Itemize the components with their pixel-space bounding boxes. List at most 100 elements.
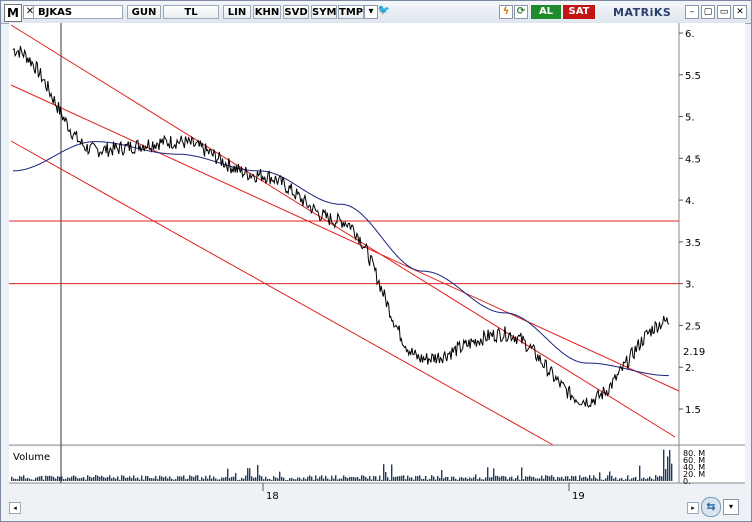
volume-bar bbox=[577, 479, 579, 481]
volume-bar bbox=[265, 476, 267, 481]
volume-bar bbox=[515, 477, 517, 481]
price-tick-label: 5. bbox=[685, 113, 695, 124]
maximize-icon[interactable]: ▢ bbox=[701, 5, 715, 19]
horizontal-scrollbar[interactable]: ◂ ▸ bbox=[9, 501, 699, 514]
minimize-icon[interactable]: – bbox=[685, 5, 699, 19]
settings-dropdown-icon[interactable]: ▾ bbox=[723, 499, 739, 515]
svd-button[interactable]: SVD bbox=[283, 5, 309, 19]
volume-bar bbox=[357, 477, 359, 481]
restore-icon[interactable]: ▭ bbox=[717, 5, 731, 19]
volume-bar bbox=[487, 467, 489, 481]
volume-bar bbox=[19, 475, 21, 481]
volume-bar bbox=[295, 479, 297, 481]
sym-button[interactable]: SYM bbox=[311, 5, 337, 19]
twitter-icon[interactable]: 🐦 bbox=[377, 5, 391, 16]
close-icon[interactable]: ✕ bbox=[733, 5, 747, 19]
volume-bar bbox=[155, 475, 157, 481]
volume-bar bbox=[209, 475, 211, 481]
refresh-icon[interactable]: ⟳ bbox=[514, 5, 528, 19]
volume-bar bbox=[21, 476, 23, 481]
volume-bar bbox=[133, 475, 135, 481]
volume-bar bbox=[379, 475, 381, 481]
currency-button[interactable]: TL bbox=[163, 5, 219, 19]
volume-bar bbox=[645, 479, 647, 481]
volume-bar bbox=[309, 475, 311, 481]
price-chart[interactable]: 6. 5.5 5. 4.5 4. 3.5 3. 2.5 2. 1.5 80. M60. M40. … bbox=[1, 1, 751, 501]
volume-bar bbox=[373, 475, 375, 481]
volume-bar bbox=[41, 475, 43, 481]
trend-channel-line[interactable] bbox=[10, 24, 676, 438]
scroll-right-icon[interactable]: ▸ bbox=[687, 502, 699, 514]
volume-bar bbox=[259, 475, 261, 481]
volume-bar bbox=[521, 467, 523, 481]
volume-bar bbox=[549, 476, 551, 481]
volume-bar bbox=[203, 478, 205, 481]
volume-bar bbox=[321, 475, 323, 481]
volume-bar bbox=[421, 478, 423, 481]
volume-bar bbox=[413, 479, 415, 481]
lightning-icon[interactable]: ϟ bbox=[499, 5, 513, 19]
price-tick-label: 6. bbox=[685, 29, 695, 40]
trend-channel-line[interactable] bbox=[10, 84, 680, 392]
volume-bar bbox=[185, 479, 187, 481]
volume-bar bbox=[661, 476, 663, 481]
volume-bar bbox=[595, 477, 597, 481]
volume-bar bbox=[505, 476, 507, 481]
volume-bar bbox=[591, 478, 593, 481]
dropdown-icon[interactable]: ▾ bbox=[364, 5, 378, 19]
volume-bar bbox=[75, 476, 77, 481]
volume-bar bbox=[385, 471, 387, 481]
volume-bar bbox=[435, 479, 437, 481]
volume-bar bbox=[361, 475, 363, 481]
buy-button[interactable]: AL bbox=[531, 5, 561, 19]
volume-bar bbox=[613, 478, 615, 481]
volume-bar bbox=[447, 476, 449, 481]
volume-bar bbox=[291, 477, 293, 481]
volume-bar bbox=[619, 478, 621, 481]
scale-button[interactable]: LIN bbox=[223, 5, 251, 19]
volume-bar bbox=[353, 477, 355, 481]
volume-bar bbox=[239, 479, 241, 481]
volume-bar bbox=[511, 476, 513, 481]
volume-bar bbox=[227, 468, 229, 481]
volume-bar bbox=[419, 475, 421, 481]
volume-bar bbox=[33, 479, 35, 481]
period-button[interactable]: GUN bbox=[127, 5, 161, 19]
volume-bar bbox=[459, 477, 461, 481]
volume-bar bbox=[263, 479, 265, 481]
volume-bar bbox=[47, 476, 49, 481]
volume-bar bbox=[165, 476, 167, 481]
volume-bar bbox=[311, 476, 313, 481]
volume-bar bbox=[617, 479, 619, 481]
volume-bar bbox=[271, 479, 273, 481]
volume-bar bbox=[325, 475, 327, 481]
volume-bar bbox=[543, 478, 545, 481]
volume-bar bbox=[43, 479, 45, 481]
trend-channel-line[interactable] bbox=[10, 140, 554, 446]
last-price-label: 2.19 bbox=[683, 347, 705, 358]
tmp-button[interactable]: TMP bbox=[338, 5, 364, 19]
khn-button[interactable]: KHN bbox=[253, 5, 281, 19]
volume-bar bbox=[625, 478, 627, 481]
volume-bar bbox=[217, 479, 219, 481]
volume-bar bbox=[537, 478, 539, 481]
volume-bar bbox=[671, 463, 673, 481]
symbol-field[interactable]: BJKAS bbox=[33, 5, 123, 19]
volume-bar bbox=[315, 475, 317, 481]
volume-bar bbox=[631, 478, 633, 481]
volume-bar bbox=[621, 477, 623, 481]
price-line bbox=[12, 45, 670, 408]
volume-bar bbox=[207, 478, 209, 481]
volume-bar bbox=[85, 479, 87, 481]
sell-button[interactable]: SAT bbox=[563, 5, 595, 19]
volume-bar bbox=[503, 475, 505, 481]
volume-bar bbox=[31, 479, 33, 481]
volume-bar bbox=[527, 476, 529, 481]
price-axis-area bbox=[679, 23, 745, 483]
scroll-left-icon[interactable]: ◂ bbox=[9, 502, 21, 514]
sync-icon[interactable]: ⇆ bbox=[701, 497, 721, 517]
volume-bar bbox=[307, 476, 309, 481]
volume-bar bbox=[627, 475, 629, 481]
volume-bar bbox=[635, 476, 637, 481]
volume-bar bbox=[455, 478, 457, 481]
